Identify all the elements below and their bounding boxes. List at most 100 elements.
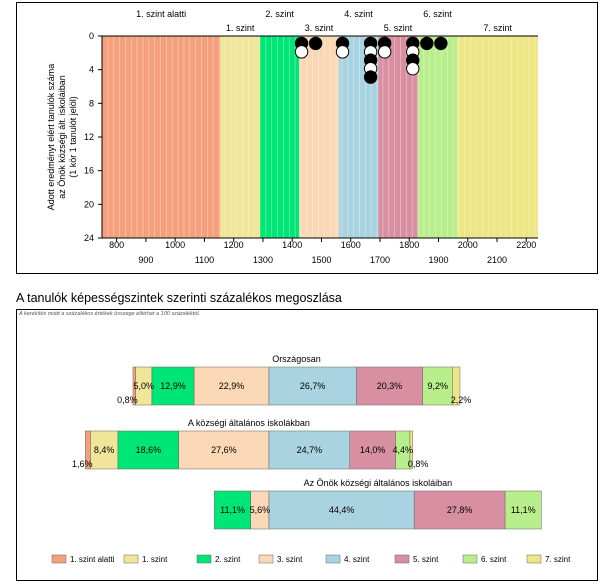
rounding-note: A kerekítés miatt a százalékos értékek ö… [19,311,201,317]
y-tick-label: 12 [84,132,94,142]
segment-3-szint [193,366,270,406]
legend-swatch-1-szint-alatti [51,554,67,564]
data-label-6-szint: 9,2% [427,381,448,391]
x-tick-label: 2000 [458,240,478,250]
segment-7-szint [452,366,461,406]
data-label-3-szint: 22,9% [219,381,245,391]
segment-5-szint [349,430,396,470]
data-label-7-szint: 2,2% [451,395,472,405]
segment-3-szint [178,430,270,470]
level-label-2-szint: 2. szint [265,9,294,19]
segment-2-szint [214,490,251,530]
x-tick-label: 1200 [224,240,244,250]
level-band-1-szint-alatti [102,36,221,238]
data-label-1-szint: 5,0% [134,381,155,391]
legend-swatch-4-szint [325,554,341,564]
data-label-4-szint: 24,7% [297,445,323,455]
segment-2-szint [151,366,195,406]
level-label-1-szint: 1. szint [226,23,255,33]
data-label-1-szint-alatti: 0,8% [117,395,138,405]
student-marker [363,70,378,84]
x-tick-label: 1900 [428,255,448,265]
y-tick-label: 24 [84,233,94,243]
x-tick-label: 900 [138,255,153,265]
segment-5-szint [413,490,506,530]
level-label-4-szint: 4. szint [344,9,373,19]
y-axis-label-line: az Önök községi ált. iskoláiban [57,75,67,199]
segment-4-szint [268,490,415,530]
data-label-3-szint: 5,6% [250,505,271,515]
legend-swatch-2-szint [196,554,212,564]
student-marker [335,45,350,59]
y-axis-label: Adott eredményt elért tanulók száma az Ön… [46,64,78,211]
x-tick-label: 1800 [399,240,419,250]
data-label-2-szint: 12,9% [160,381,186,391]
data-label-4-szint: 44,4% [329,505,355,515]
data-label-2-szint: 18,6% [136,445,162,455]
legend-swatch-1-szint [123,554,139,564]
data-label-6-szint: 4,4% [392,445,413,455]
level-percentage-chart: Országosan 0,8% 5,0% 12,9% 22,9% 26,7% 20,3% 9,… [51,354,571,564]
level-label-7-szint: 7. szint [483,23,512,33]
student-distribution-chart: 1. szint alatti 1. szint 2. szint 3. szint 4… [46,9,538,265]
legend-label-6-szint: 6. szint [481,555,507,564]
data-label-1-szint-alatti: 1,6% [72,459,93,469]
student-marker [406,61,420,76]
y-axis-label-line: (1 kör 1 tanulót jelöl) [68,96,78,178]
student-marker [434,36,448,51]
student-marker [308,36,323,51]
data-label-2-szint: 11,1% [220,505,245,515]
row-title-orszagosan: Országosan [272,354,321,364]
legend-label-3-szint: 3. szint [277,555,303,564]
legend-swatch-5-szint [394,554,410,564]
row-title-az-onok-kozsegi-altalanos-iskolaiban: Az Önök községi általános iskoláiban [304,478,453,488]
legend-label-1-szint: 1. szint [142,555,168,564]
y-tick-label: 16 [84,166,94,176]
y-tick-label: 20 [84,199,94,209]
x-tick-label: 2100 [487,255,507,265]
x-tick-label: 1700 [370,255,390,265]
y-tick-label: 0 [89,31,94,41]
level-band-7-szint [457,36,538,238]
y-axis-label-line: Adott eredményt elért tanulók száma [46,64,56,211]
data-label-5-szint: 20,3% [377,381,403,391]
x-tick-label: 2200 [516,240,536,250]
level-band-6-szint [417,36,458,238]
data-label-6-szint: 11,1% [511,505,536,515]
legend-label-2-szint: 2. szint [215,555,241,564]
x-tick-label: 1400 [282,240,302,250]
segment-1-szint [90,430,119,470]
level-band-3-szint [299,36,339,238]
legend-swatch-6-szint [462,554,478,564]
y-tick-label: 8 [89,98,94,108]
level-band-2-szint [260,36,300,238]
segment-2-szint [117,430,179,470]
legend-label-1-szint-alatti: 1. szint alatti [70,555,115,564]
segment-5-szint [356,366,423,406]
legend-label-4-szint: 4. szint [344,555,370,564]
x-tick-label: 1500 [311,255,331,265]
level-label-1-szint-alatti: 1. szint alatti [136,9,186,19]
data-label-1-szint: 8,4% [94,445,115,455]
x-tick-label: 1300 [253,255,273,265]
y-tick-label: 4 [89,65,94,75]
level-label-6-szint: 6. szint [423,9,452,19]
student-marker [377,45,392,59]
row-title-a-kozsegi-altalanos-iskolakban: A községi általános iskolákban [188,418,310,428]
legend-swatch-3-szint [258,554,274,564]
student-marker [294,45,309,59]
data-label-5-szint: 14,0% [360,445,386,455]
level-label-3-szint: 3. szint [305,23,334,33]
student-marker [420,36,434,51]
data-label-3-szint: 27,6% [211,445,237,455]
x-tick-label: 800 [109,240,124,250]
legend-label-7-szint: 7. szint [545,555,571,564]
data-label-7-szint: 0,8% [408,459,429,469]
data-label-5-szint: 27,8% [447,505,473,515]
data-label-4-szint: 26,7% [300,381,326,391]
segment-6-szint [504,490,542,530]
section-title: A tanulók képességszintek szerinti száza… [16,291,342,305]
x-tick-label: 1600 [341,240,361,250]
legend-swatch-7-szint [526,554,542,564]
legend-label-5-szint: 5. szint [413,555,439,564]
